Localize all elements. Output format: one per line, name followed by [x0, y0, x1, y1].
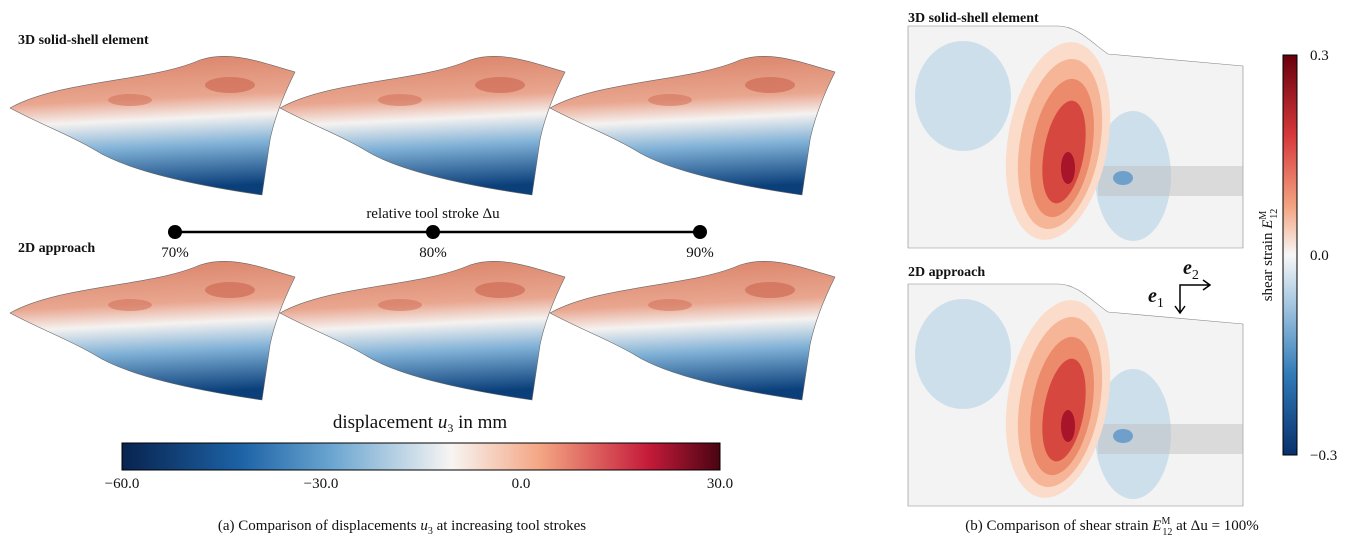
stroke-tick: 70%: [161, 245, 189, 261]
row-label: 2D approach: [908, 265, 985, 280]
contour-field: [908, 284, 1243, 506]
colorbar: [122, 443, 720, 470]
contour-field: [908, 26, 1243, 248]
row-label: 3D solid-shell element: [18, 33, 149, 48]
text: 2: [1192, 268, 1199, 283]
text: (a) Comparison of displacements: [218, 518, 420, 534]
colorbar-label: displacement u3 in mm: [333, 412, 508, 435]
axes-arrows: [1175, 280, 1210, 313]
text: 12: [1269, 209, 1280, 219]
text: M: [1161, 516, 1170, 527]
surface: [550, 56, 835, 195]
text: e: [1148, 285, 1157, 307]
stroke-label: relative tool stroke Δu: [366, 206, 500, 222]
surface: [280, 56, 565, 195]
colorbar-tick: −0.3: [1310, 448, 1337, 464]
surface: [10, 56, 295, 195]
row-label: 2D approach: [18, 241, 95, 256]
surface: [280, 261, 565, 400]
colorbar: [1283, 55, 1297, 455]
colorbar-tick: 0.0: [512, 476, 531, 492]
colorbar-tick: −60.0: [105, 476, 140, 492]
colorbar-tick: 0.3: [1310, 48, 1329, 64]
surface: [550, 261, 835, 400]
stroke-tick: 80%: [419, 245, 447, 261]
text: E: [1260, 220, 1276, 230]
stroke-dot: [168, 225, 182, 239]
stroke-tick: 90%: [686, 245, 714, 261]
colorbar-tick: −30.0: [304, 476, 339, 492]
text: E: [1151, 518, 1161, 534]
text: (b) Comparison of shear strain: [965, 518, 1152, 534]
text: u: [420, 518, 428, 534]
text: displacement: [333, 412, 438, 433]
colorbar-tick: 30.0: [707, 476, 733, 492]
text: at increasing tool strokes: [433, 518, 586, 534]
axis-label: e2: [1183, 257, 1199, 283]
text: e: [1183, 257, 1192, 279]
colorbar-tick: 0.0: [1310, 248, 1329, 264]
text: shear strain: [1260, 229, 1276, 301]
stroke-dot: [693, 225, 707, 239]
text: 1: [1157, 296, 1164, 311]
row-label: 3D solid-shell element: [908, 11, 1039, 26]
text: 12: [1162, 527, 1172, 538]
caption: (a) Comparison of displacements u3 at in…: [218, 518, 586, 537]
text: at Δu = 100%: [1172, 518, 1258, 534]
stroke-dot: [426, 225, 440, 239]
colorbar-label: shear strain EM12: [1258, 209, 1280, 302]
surface: [10, 261, 295, 400]
text: u: [438, 412, 448, 433]
figure: 3D solid-shell element 2D approach relat…: [0, 0, 1366, 540]
text: in mm: [453, 412, 507, 433]
text: M: [1258, 211, 1269, 220]
axis-label: e1: [1148, 285, 1164, 311]
